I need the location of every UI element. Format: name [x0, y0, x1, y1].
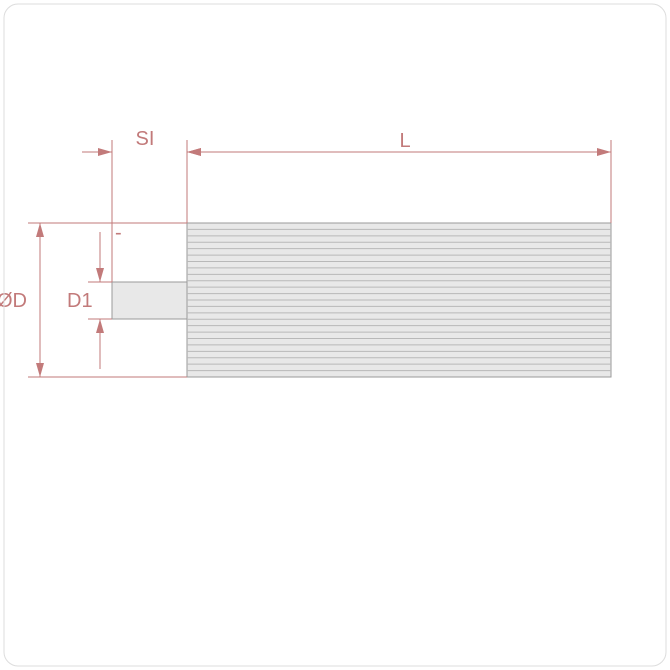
dim-label-L: L [399, 130, 410, 152]
shaft [112, 282, 187, 319]
dim-label-SI: SI [136, 128, 155, 150]
dimension-diagram: SILØDD1- [0, 0, 670, 670]
dash-mark: - [115, 222, 122, 244]
dim-label-D1: D1 [67, 290, 93, 312]
